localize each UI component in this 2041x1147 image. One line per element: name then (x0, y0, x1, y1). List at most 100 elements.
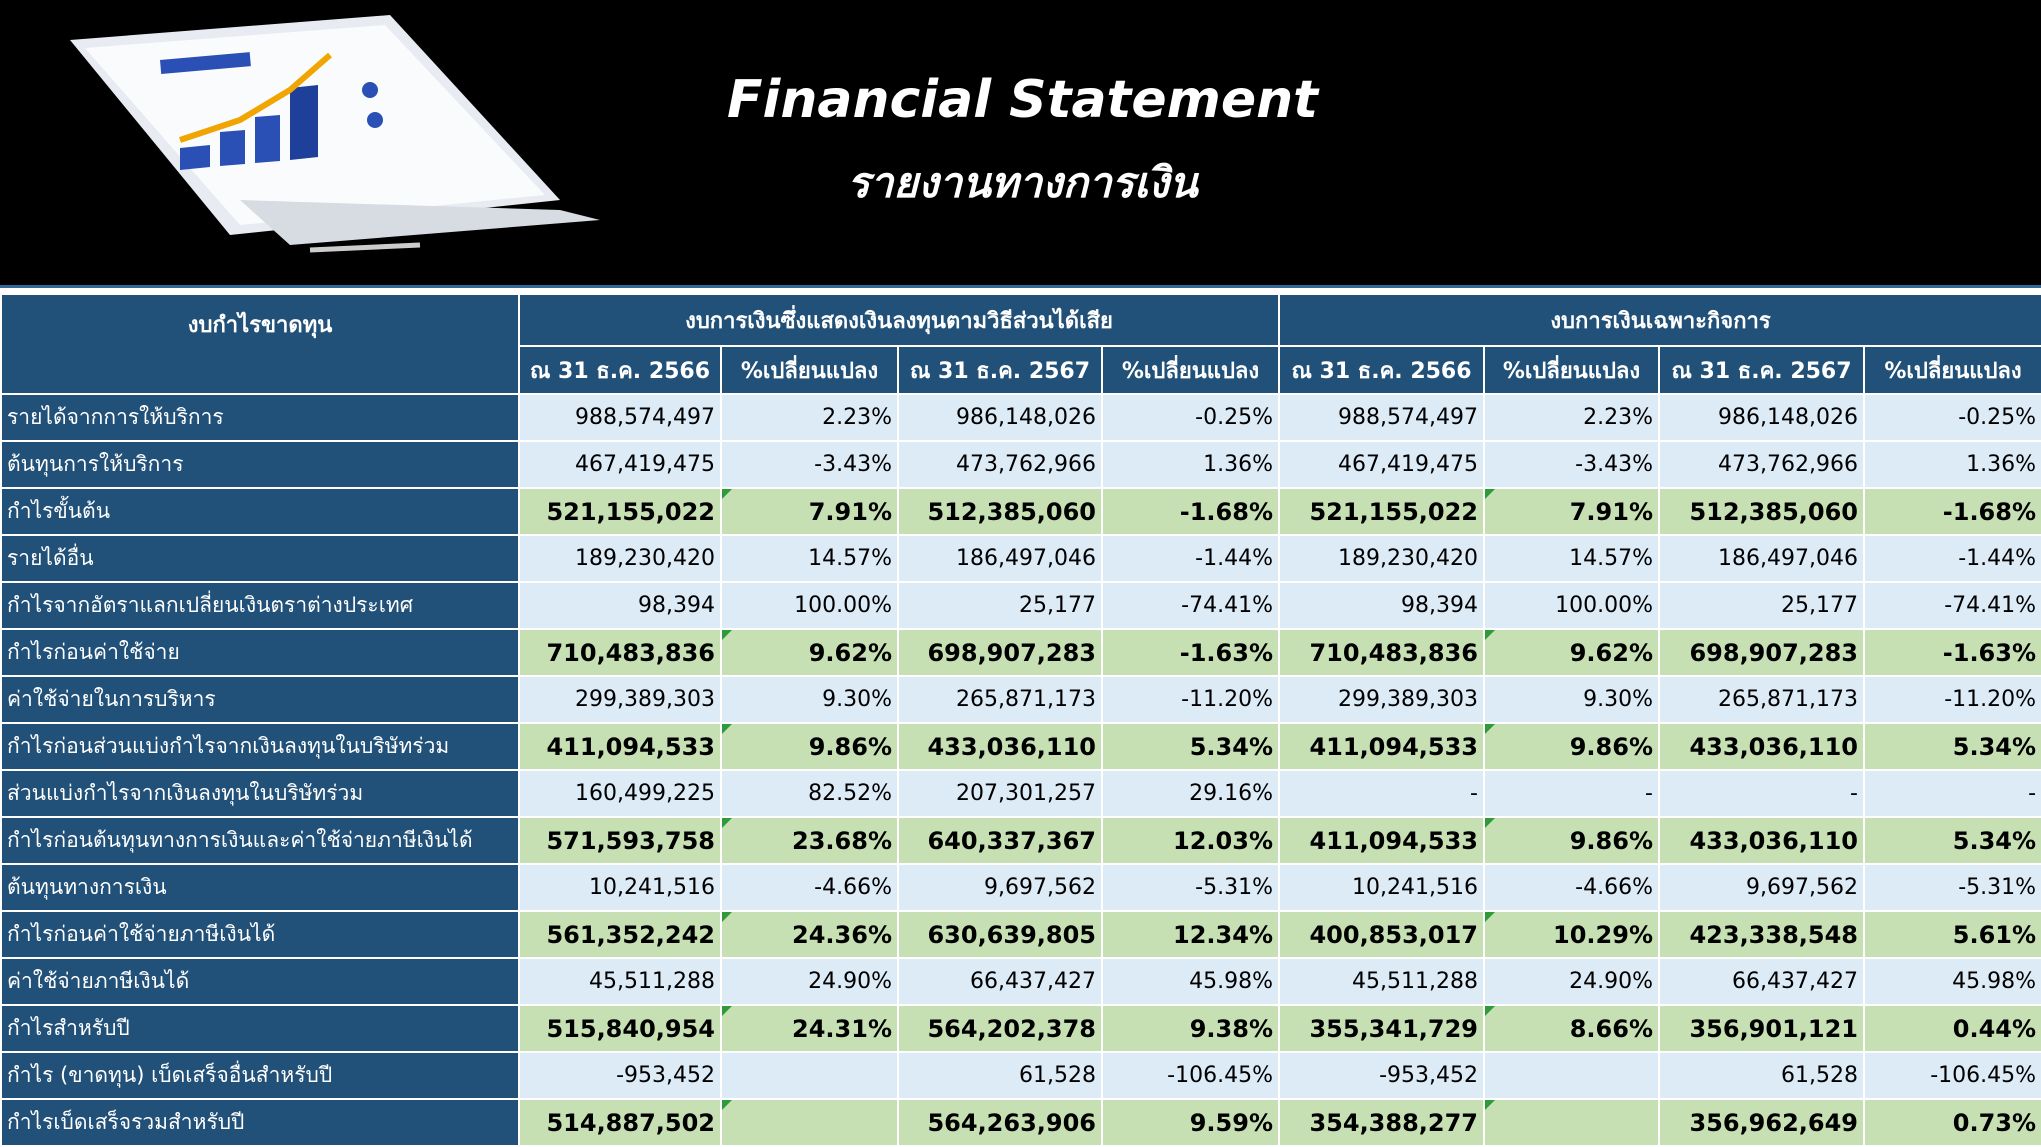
cell: 571,593,758 (518, 816, 722, 865)
cell: 61,528 (897, 1051, 1103, 1100)
cell: -74.41% (1862, 581, 2041, 630)
cell: 561,352,242 (518, 910, 722, 959)
cell: 5.34% (1862, 722, 2041, 771)
cell: 5.34% (1101, 722, 1280, 771)
note-marker (1486, 913, 1495, 922)
cell: 986,148,026 (897, 393, 1103, 442)
cell: 9.86% (720, 722, 899, 771)
cell: 514,887,502 (518, 1098, 722, 1147)
cell: 45,511,288 (1278, 957, 1485, 1006)
cell: 988,574,497 (1278, 393, 1485, 442)
cell: -4.66% (720, 863, 899, 912)
note-marker (723, 819, 732, 828)
cell (720, 1051, 899, 1100)
cell: 24.31% (720, 1004, 899, 1053)
column-header: ณ 31 ธ.ค. 2567 (1658, 345, 1865, 395)
cell: 512,385,060 (1658, 487, 1865, 536)
cell: -3.43% (720, 440, 899, 489)
table-row: ต้นทุนการให้บริการ 467,419,475 -3.43% 473,7… (0, 440, 2041, 489)
table-row: กำไรก่อนส่วนแบ่งกำไรจากเงินลงทุนในบริษัท… (0, 722, 2041, 771)
cell: - (1483, 769, 1660, 818)
table-row: ค่าใช้จ่ายในการบริหาร 299,389,303 9.30% 265… (0, 675, 2041, 724)
cell: 986,148,026 (1658, 393, 1865, 442)
cell: 521,155,022 (518, 487, 722, 536)
cell: 9.62% (1483, 628, 1660, 677)
cell: 10,241,516 (518, 863, 722, 912)
row-label: รายได้จากการให้บริการ (0, 393, 520, 442)
cell: 24.36% (720, 910, 899, 959)
row-label: รายได้อื่น (0, 534, 520, 583)
cell: 82.52% (720, 769, 899, 818)
cell: 299,389,303 (518, 675, 722, 724)
row-label: กำไรก่อนต้นทุนทางการเงินและค่าใช้จ่ายภาษ… (0, 816, 520, 865)
cell: 5.34% (1862, 816, 2041, 865)
cell: 411,094,533 (1278, 816, 1485, 865)
cell: 698,907,283 (1658, 628, 1865, 677)
cell: 355,341,729 (1278, 1004, 1485, 1053)
cell: -1.68% (1862, 487, 2041, 536)
table-row: ส่วนแบ่งกำไรจากเงินลงทุนในบริษัทร่วม 160,… (0, 769, 2041, 818)
row-label: กำไรก่อนค่าใช้จ่ายภาษีเงินได้ (0, 910, 520, 959)
table-row: กำไร (ขาดทุน) เบ็ดเสร็จอื่นสำหรับปี -953,… (0, 1051, 2041, 1100)
cell: 710,483,836 (518, 628, 722, 677)
cell: 356,962,649 (1658, 1098, 1865, 1147)
note-marker (1486, 1101, 1495, 1110)
table-row: รายได้อื่น 189,230,420 14.57% 186,497,046 -1… (0, 534, 2041, 583)
cell: -11.20% (1101, 675, 1280, 724)
cell: 0.44% (1862, 1004, 2041, 1053)
note-marker (723, 725, 732, 734)
cell: 100.00% (1483, 581, 1660, 630)
subtitle: รายงานทางการเงิน (847, 158, 1198, 207)
column-header: %เปลี่ยนแปลง (720, 345, 899, 395)
column-header: ณ 31 ธ.ค. 2566 (1278, 345, 1485, 395)
table-row: กำไรขั้นต้น 521,155,022 7.91% 512,385,060 -1… (0, 487, 2041, 536)
cell: 423,338,548 (1658, 910, 1865, 959)
cell: 473,762,966 (897, 440, 1103, 489)
cell: 24.90% (1483, 957, 1660, 1006)
cell: 411,094,533 (518, 722, 722, 771)
table-row: รายได้จากการให้บริการ 988,574,497 2.23% 986… (0, 393, 2041, 442)
row-label: กำไรจากอัตราแลกเปลี่ยนเงินตราต่างประเทศ (0, 581, 520, 630)
cell: -0.25% (1101, 393, 1280, 442)
cell: -4.66% (1483, 863, 1660, 912)
cell: 564,263,906 (897, 1098, 1103, 1147)
cell: 630,639,805 (897, 910, 1103, 959)
note-marker (1486, 725, 1495, 734)
cell: -5.31% (1862, 863, 2041, 912)
note-marker (723, 490, 732, 499)
cell: -106.45% (1862, 1051, 2041, 1100)
cell: 564,202,378 (897, 1004, 1103, 1053)
cell: 66,437,427 (1658, 957, 1865, 1006)
column-header: %เปลี่ยนแปลง (1101, 345, 1280, 395)
row-label: กำไรเบ็ดเสร็จรวมสำหรับปี (0, 1098, 520, 1147)
note-marker (723, 1101, 732, 1110)
row-label: ค่าใช้จ่ายภาษีเงินได้ (0, 957, 520, 1006)
row-label: กำไรก่อนค่าใช้จ่าย (0, 628, 520, 677)
cell: 45.98% (1101, 957, 1280, 1006)
cell: -1.63% (1862, 628, 2041, 677)
cell: -1.63% (1101, 628, 1280, 677)
cell: 186,497,046 (897, 534, 1103, 583)
cell: 14.57% (720, 534, 899, 583)
income-table: งบกำไรขาดทุน งบการเงินซึ่งแสดงเงินลงทุนต… (0, 293, 2041, 1147)
cell: -0.25% (1862, 393, 2041, 442)
cell: -11.20% (1862, 675, 2041, 724)
cell: -74.41% (1101, 581, 1280, 630)
cell: 467,419,475 (518, 440, 722, 489)
cell: 9.30% (720, 675, 899, 724)
cell: 7.91% (720, 487, 899, 536)
cell: 515,840,954 (518, 1004, 722, 1053)
table-row: ต้นทุนทางการเงิน 10,241,516 -4.66% 9,697,56… (0, 863, 2041, 912)
cell: 9.38% (1101, 1004, 1280, 1053)
cell (720, 1098, 899, 1147)
cell: 10,241,516 (1278, 863, 1485, 912)
cell: -1.68% (1101, 487, 1280, 536)
cell: 45.98% (1862, 957, 2041, 1006)
note-marker (1486, 1007, 1495, 1016)
cell: 207,301,257 (897, 769, 1103, 818)
column-header: ณ 31 ธ.ค. 2566 (518, 345, 722, 395)
cell: 521,155,022 (1278, 487, 1485, 536)
table-row: กำไรก่อนค่าใช้จ่าย 710,483,836 9.62% 698,90… (0, 628, 2041, 677)
note-marker (1486, 631, 1495, 640)
table-row: กำไรสำหรับปี 515,840,954 24.31% 564,202,378… (0, 1004, 2041, 1053)
